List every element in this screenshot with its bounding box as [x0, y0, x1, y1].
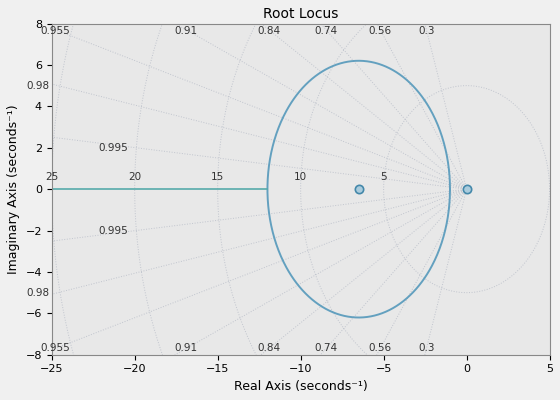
- Text: 0.74: 0.74: [315, 343, 338, 353]
- X-axis label: Real Axis (seconds⁻¹): Real Axis (seconds⁻¹): [234, 380, 367, 393]
- Text: 10: 10: [294, 172, 307, 182]
- Text: 0.84: 0.84: [257, 343, 281, 353]
- Text: 0.955: 0.955: [40, 343, 70, 353]
- Title: Root Locus: Root Locus: [263, 7, 338, 21]
- Text: 0.3: 0.3: [418, 26, 435, 36]
- Text: 0.995: 0.995: [98, 226, 128, 236]
- Text: 15: 15: [211, 172, 225, 182]
- Text: 0.74: 0.74: [315, 26, 338, 36]
- Text: 25: 25: [45, 172, 58, 182]
- Text: 0.56: 0.56: [368, 343, 392, 353]
- Text: 0.91: 0.91: [175, 343, 198, 353]
- Text: 0.84: 0.84: [257, 26, 281, 36]
- Text: 0.91: 0.91: [175, 26, 198, 36]
- Text: 0.98: 0.98: [26, 81, 50, 91]
- Text: 0.56: 0.56: [368, 26, 392, 36]
- Text: 0.995: 0.995: [98, 143, 128, 153]
- Text: 5: 5: [380, 172, 387, 182]
- Text: 0.3: 0.3: [418, 343, 435, 353]
- Y-axis label: Imaginary Axis (seconds⁻¹): Imaginary Axis (seconds⁻¹): [7, 104, 20, 274]
- Text: 20: 20: [128, 172, 141, 182]
- Text: 0.98: 0.98: [26, 288, 50, 298]
- Text: 0.955: 0.955: [40, 26, 70, 36]
